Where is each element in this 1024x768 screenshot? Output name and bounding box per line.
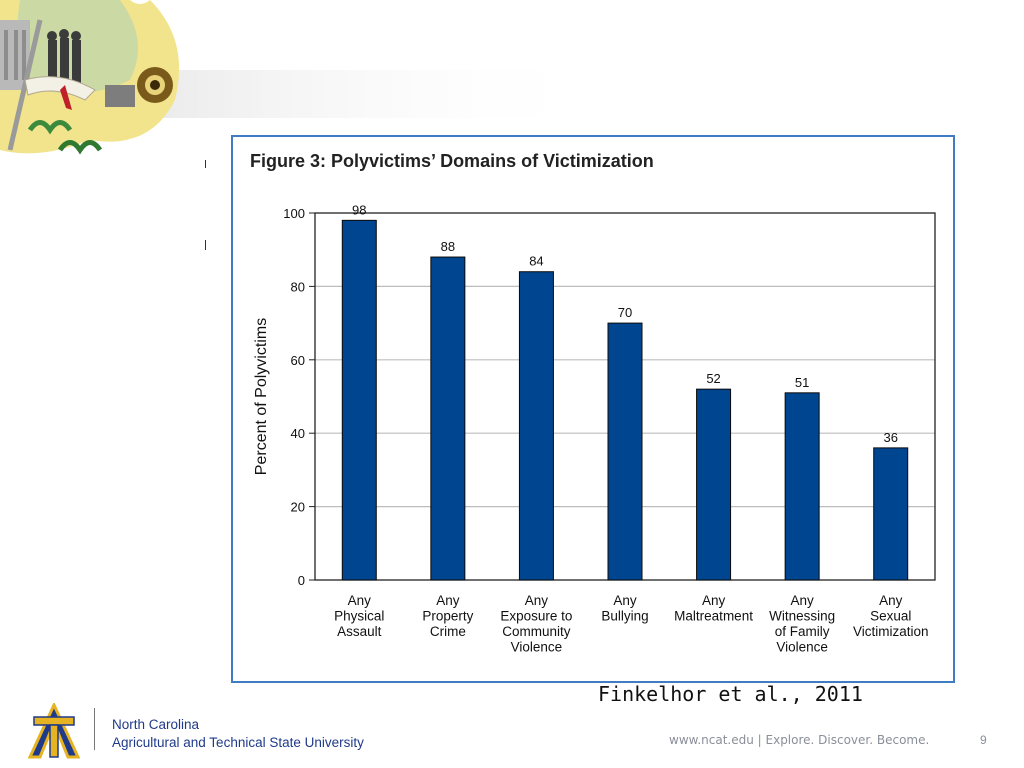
x-tick-label-line: Victimization bbox=[853, 624, 929, 639]
bar-value-label: 88 bbox=[441, 239, 455, 254]
x-tick-label-line: Any bbox=[791, 593, 815, 608]
bar bbox=[430, 256, 466, 581]
x-tick-label: Any Property Crime bbox=[422, 593, 473, 639]
x-tick-label-line: Violence bbox=[776, 640, 828, 655]
citation: Finkelhor et al., 2011 bbox=[598, 682, 863, 706]
institution-name: North Carolina Agricultural and Technica… bbox=[112, 716, 364, 752]
x-tick-label-line: Property bbox=[422, 609, 473, 624]
x-tick-label-line: Any bbox=[879, 593, 903, 608]
institution-line-2: Agricultural and Technical State Univers… bbox=[112, 735, 364, 750]
bar-value-label: 98 bbox=[352, 202, 366, 217]
y-tick-label: 40 bbox=[291, 426, 305, 441]
institution-line-1: North Carolina bbox=[112, 717, 200, 732]
y-tick-label: 60 bbox=[291, 353, 305, 368]
bar bbox=[607, 322, 643, 581]
x-tick-label: Any Exposure to Community Violence bbox=[500, 593, 572, 655]
bar bbox=[341, 219, 377, 581]
footer-tagline: www.ncat.edu | Explore. Discover. Become… bbox=[669, 733, 930, 747]
x-tick-label: Any Bullying bbox=[601, 593, 648, 624]
x-tick-label-line: Bullying bbox=[601, 609, 648, 624]
x-tick-label-line: Exposure to bbox=[500, 609, 572, 624]
footer-divider bbox=[94, 708, 95, 750]
header-banner-illustration bbox=[0, 0, 600, 155]
x-tick-label-line: Witnessing bbox=[769, 609, 835, 624]
stray-mark bbox=[205, 160, 206, 168]
bar bbox=[784, 392, 820, 581]
y-tick-label: 100 bbox=[283, 206, 305, 221]
x-tick-label-line: Any bbox=[525, 593, 549, 608]
y-axis-label: Percent of Polyvictims bbox=[253, 318, 270, 475]
x-tick-label-line: Any bbox=[613, 593, 637, 608]
y-tick-label: 20 bbox=[291, 500, 305, 515]
bar-value-label: 52 bbox=[706, 371, 720, 386]
bar-value-label: 84 bbox=[529, 254, 543, 269]
x-tick-label-line: of Family bbox=[775, 624, 830, 639]
x-tick-label: Any Sexual Victimization bbox=[853, 593, 929, 639]
x-tick-label-line: Physical bbox=[334, 609, 384, 624]
x-tick-label-line: Any bbox=[348, 593, 372, 608]
page-number: 9 bbox=[980, 733, 987, 747]
y-tick-label: 0 bbox=[298, 573, 305, 588]
bar bbox=[696, 388, 732, 581]
x-tick-label-line: Any bbox=[702, 593, 726, 608]
x-tick-label: Any Physical Assault bbox=[334, 593, 384, 639]
bar-value-label: 36 bbox=[883, 430, 897, 445]
x-tick-label: Any Maltreatment bbox=[674, 593, 753, 624]
chart-frame: Figure 3: Polyvictims’ Domains of Victim… bbox=[231, 135, 955, 683]
y-tick-label: 80 bbox=[291, 279, 305, 294]
x-tick-label-line: Violence bbox=[511, 640, 563, 655]
bar bbox=[873, 447, 909, 581]
x-tick-label-line: Maltreatment bbox=[674, 609, 753, 624]
stray-mark bbox=[205, 240, 206, 250]
x-tick-label-line: Community bbox=[502, 624, 571, 639]
bar-value-label: 70 bbox=[618, 305, 632, 320]
bar bbox=[518, 271, 554, 581]
x-tick-label-line: Any bbox=[436, 593, 460, 608]
chart-title: Figure 3: Polyvictims’ Domains of Victim… bbox=[250, 151, 654, 171]
aggie-logo-icon bbox=[28, 703, 80, 759]
x-tick-label-line: Assault bbox=[337, 624, 382, 639]
x-tick-label: Any Witnessing of Family Violence bbox=[769, 593, 835, 655]
bar-value-label: 51 bbox=[795, 375, 809, 390]
x-tick-label-line: Sexual bbox=[870, 609, 911, 624]
x-tick-label-line: Crime bbox=[430, 624, 466, 639]
